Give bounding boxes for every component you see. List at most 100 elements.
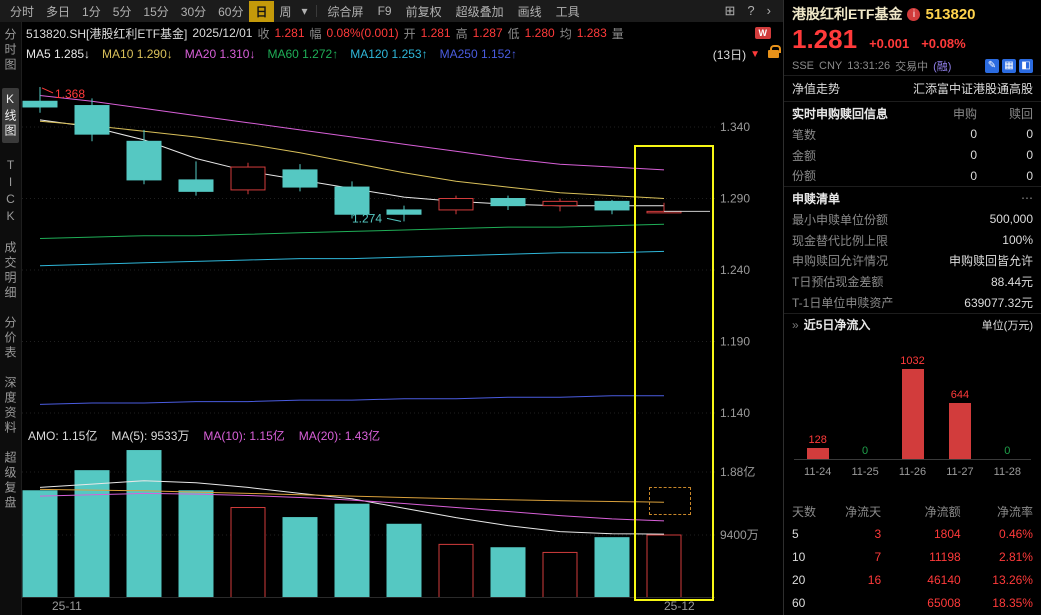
grid-icon[interactable]: ⊞ <box>724 3 736 18</box>
trading-status: 交易中 <box>895 60 929 73</box>
info-icon[interactable]: i <box>907 7 921 21</box>
candle[interactable] <box>282 169 318 188</box>
cell: 2.81% <box>998 550 1033 565</box>
volume-axis-label: 9400万 <box>720 528 759 542</box>
candle[interactable] <box>438 198 474 211</box>
amo-ma10-value: MA(10): 1.15亿 <box>203 429 285 443</box>
x-label-month1: 25-11 <box>52 599 82 613</box>
volume-bar[interactable] <box>438 543 474 598</box>
rt-buy: 0 <box>970 148 977 163</box>
volume-bar[interactable] <box>646 534 682 598</box>
list-value: 500,000 <box>989 212 1033 227</box>
ma5-value: MA5 1.285↓ <box>26 47 91 61</box>
sidebar-item-fenjiabiao[interactable]: 分价表 <box>3 316 17 361</box>
table-row: 金额 0 0 <box>784 145 1041 166</box>
sidebar-item-tick[interactable]: TICK <box>3 158 18 226</box>
volume-bar[interactable] <box>334 503 370 598</box>
ma-line-MA250 <box>39 395 664 405</box>
candle[interactable] <box>386 209 422 215</box>
open-value: 1.281 <box>420 26 451 40</box>
volume-bar[interactable] <box>178 490 214 598</box>
netflow-date: 11-24 <box>804 465 832 478</box>
col-flow-rate: 净流率 <box>996 504 1033 519</box>
menu-f9[interactable]: F9 <box>377 4 392 18</box>
low-label: 低 <box>507 26 520 41</box>
volume-bar[interactable] <box>386 523 422 598</box>
tab-30min[interactable]: 30分 <box>180 4 207 19</box>
tab-day[interactable]: 日 <box>249 0 274 22</box>
rt-sell: 0 <box>1026 148 1033 163</box>
netflow-bar <box>948 402 971 459</box>
volume-bar[interactable] <box>22 490 58 598</box>
candle[interactable] <box>594 200 630 211</box>
col-flow-amount: 净流额 <box>924 504 961 519</box>
sidebar-item-chaojifupan[interactable]: 超级复盘 <box>3 451 17 511</box>
list-item: 现金替代比例上限 100% <box>784 230 1041 251</box>
sidebar-item-fenshitu[interactable]: 分时图 <box>3 28 17 73</box>
amo-ma20-value: MA(20): 1.43亿 <box>298 429 381 443</box>
chevron-right-icon[interactable]: › <box>766 3 771 18</box>
menu-forward-adjust[interactable]: 前复权 <box>405 4 442 19</box>
double-arrow-icon[interactable]: » <box>792 317 799 332</box>
edit-icon[interactable]: ✎ <box>985 58 999 73</box>
close-value: 1.281 <box>274 26 305 40</box>
candle[interactable] <box>542 200 578 207</box>
close-label: 收 <box>257 26 270 41</box>
netflow-section-header: » 近5日净流入 单位(万元) <box>784 312 1041 336</box>
price-axis-label: 1.240 <box>720 263 750 277</box>
caret-down-red-icon[interactable]: ▼ <box>750 48 760 60</box>
candle[interactable] <box>490 198 526 207</box>
grid-small-icon[interactable]: ▦ <box>1002 58 1016 73</box>
sidebar-item-shendu[interactable]: 深度资料 <box>3 376 17 436</box>
ma-line-MA120 <box>39 250 665 267</box>
candle[interactable] <box>74 105 110 135</box>
high-label: 高 <box>455 26 468 41</box>
tab-15min[interactable]: 15分 <box>143 4 169 19</box>
tab-1min[interactable]: 1分 <box>82 4 101 19</box>
split-view-icon[interactable]: ◧ <box>1019 58 1033 73</box>
ma-line-MA60 <box>39 223 665 239</box>
sidebar-item-kline[interactable]: K线图 <box>2 88 19 143</box>
volume-bar[interactable] <box>126 450 162 598</box>
list-title: 申赎清单 <box>792 191 841 206</box>
nav-trend-row[interactable]: 净值走势 汇添富中证港股通高股 <box>784 75 1041 101</box>
menu-draw-line[interactable]: 画线 <box>517 4 542 19</box>
candle[interactable] <box>126 140 162 181</box>
period-dropdown-icon[interactable]: ▾ <box>301 4 308 18</box>
amo-indicator-bar: AMO: 1.15亿 MA(5): 9533万 MA(10): 1.15亿 MA… <box>22 427 380 444</box>
flow-table: 天数 净流天 净流额 净流率 5 3 1804 0.46% 10 7 11198… <box>784 500 1041 615</box>
wp-badge-icon[interactable]: W <box>754 27 771 39</box>
volume-bar[interactable] <box>594 537 630 598</box>
netflow-slot: 1032 <box>889 355 936 459</box>
candle[interactable] <box>230 166 266 191</box>
tab-5min[interactable]: 5分 <box>112 4 132 19</box>
tab-fenshi[interactable]: 分时 <box>10 4 35 19</box>
netflow-value: 0 <box>862 444 869 457</box>
help-icon[interactable]: ? <box>747 3 755 18</box>
tab-duori[interactable]: 多日 <box>46 4 71 19</box>
panel-title-row: 港股红利ETF基金 i 513820 <box>784 0 1041 24</box>
volume-bar[interactable] <box>490 547 526 598</box>
candle[interactable] <box>178 179 214 192</box>
volume-bar[interactable] <box>230 507 266 598</box>
volume-bar[interactable] <box>282 517 318 598</box>
list-item: 申购赎回允许情况 申购赎回皆允许 <box>784 251 1041 272</box>
menu-super-overlay[interactable]: 超级叠加 <box>455 4 504 19</box>
tab-week[interactable]: 周 <box>279 4 292 19</box>
netflow-chart: 128 0 1032 644 0 11-24 11-25 11-26 11-27 11-… <box>784 336 1041 492</box>
more-icon[interactable]: ⋯ <box>1021 191 1033 206</box>
menu-composite-screen[interactable]: 综合屏 <box>327 4 364 19</box>
volume-chart[interactable]: 1.88亿 9400万 <box>22 446 783 598</box>
lock-icon[interactable] <box>768 45 781 58</box>
tab-60min[interactable]: 60分 <box>218 4 244 19</box>
candle[interactable] <box>334 186 370 215</box>
cell: 0.46% <box>998 527 1033 542</box>
candle[interactable] <box>22 100 58 108</box>
volume-bar[interactable] <box>542 551 578 598</box>
candlestick-chart[interactable]: 1.340 1.290 1.240 1.190 1.140 1.368 1.274 <box>22 64 783 446</box>
toolbar-divider <box>315 5 317 17</box>
sidebar-item-chengjiaomingxi[interactable]: 成交明细 <box>3 241 17 301</box>
menu-tools[interactable]: 工具 <box>555 4 580 19</box>
fund-name: 港股红利ETF基金 <box>792 6 903 22</box>
list-label: 申购赎回允许情况 <box>792 254 889 269</box>
